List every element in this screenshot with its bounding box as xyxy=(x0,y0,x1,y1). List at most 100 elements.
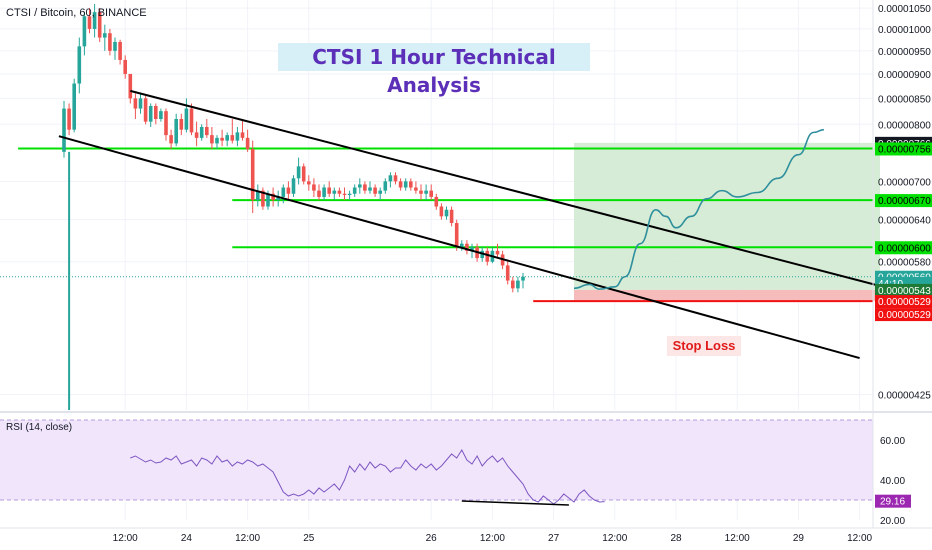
x-tick-label: 12:00 xyxy=(235,533,260,544)
candle-body xyxy=(368,187,372,191)
candle-body xyxy=(495,250,500,255)
candle-body xyxy=(291,178,296,194)
candle-body xyxy=(103,33,107,38)
rsi-tick-label: 60.00 xyxy=(880,436,905,447)
y-tick-label: 0.00000950 xyxy=(878,47,931,58)
y-tick-label: 0.00000640 xyxy=(878,216,931,227)
candle-body xyxy=(118,41,122,60)
candle-body xyxy=(439,206,444,217)
candle-body xyxy=(215,137,219,144)
candle-body xyxy=(516,280,520,289)
rsi-tick-label: 40.00 xyxy=(880,476,905,487)
candle-body xyxy=(128,73,133,99)
candle-body xyxy=(307,181,311,185)
x-tick-label: 12:00 xyxy=(602,533,627,544)
forecast-path xyxy=(573,128,824,290)
candle-body xyxy=(230,135,235,141)
candle-body xyxy=(465,243,469,251)
candle-body xyxy=(327,187,331,194)
candle-body xyxy=(87,16,92,29)
candle-body xyxy=(332,190,337,194)
rsi-tag-label: 29.16 xyxy=(880,497,905,508)
candle-body xyxy=(154,105,158,119)
candle-body xyxy=(179,118,184,130)
candle-body xyxy=(296,166,301,179)
y-tick-label: 0.00000900 xyxy=(878,70,931,81)
candle-body xyxy=(347,193,352,196)
candle-body xyxy=(67,108,71,130)
rsi-tag xyxy=(875,494,911,508)
target-zone xyxy=(574,142,880,290)
price-tag-label: 0.00000529 xyxy=(878,310,931,321)
candle-body xyxy=(358,184,362,188)
candle-body xyxy=(164,111,168,136)
x-tick-label: 24 xyxy=(181,533,193,544)
candle-body xyxy=(398,181,403,188)
candle-body xyxy=(460,243,464,248)
price-tag xyxy=(875,308,932,322)
candle-body xyxy=(454,223,459,248)
candle-body xyxy=(403,181,408,188)
candle-body xyxy=(148,105,153,122)
y-tick-label: 0.00000580 xyxy=(878,258,931,269)
candle-body xyxy=(189,108,194,133)
y-tick-label: 0.00001050 xyxy=(878,4,931,15)
candle-body xyxy=(245,137,250,150)
channel-line xyxy=(130,89,896,291)
candle-body xyxy=(194,132,199,138)
y-tick-label: 0.00000700 xyxy=(878,177,931,188)
candle-body xyxy=(210,135,214,144)
price-tag xyxy=(875,283,932,297)
x-tick-label: 29 xyxy=(793,533,805,544)
candle-body xyxy=(312,184,316,191)
stop-zone xyxy=(574,289,880,302)
x-tick-label: 28 xyxy=(670,533,682,544)
price-tag xyxy=(875,241,932,255)
candle-body xyxy=(92,12,97,29)
time-axis[interactable]: 12:00 24 12:00 25 26 12:00 27 12:00 28 12:00 29 12:… xyxy=(0,527,932,544)
candle-body xyxy=(505,265,510,281)
price-tag-label: 0.00000600 xyxy=(878,243,931,254)
candle-body xyxy=(449,209,454,224)
analysis-title: CTSI 1 Hour Technical Analysis xyxy=(278,43,590,97)
price-tag-label: 0.00000670 xyxy=(878,196,931,207)
candle-body xyxy=(261,190,265,207)
candle-body xyxy=(470,247,474,251)
stop-loss-label: Stop Loss xyxy=(667,336,741,356)
candle-body xyxy=(511,280,515,289)
rsi-tick-label: 20.00 xyxy=(880,516,905,527)
candle-body xyxy=(352,187,357,194)
candle-body xyxy=(434,196,439,207)
candle-body xyxy=(444,209,449,217)
x-tick-label: 12:00 xyxy=(847,533,872,544)
x-tick-label: 12:00 xyxy=(725,533,750,544)
y-tick-label: 0.00000800 xyxy=(878,120,931,131)
candle-body xyxy=(133,98,138,109)
channel-lines xyxy=(58,89,896,360)
candle-body xyxy=(485,250,490,262)
candle-body xyxy=(113,41,117,51)
price-tag xyxy=(875,295,932,309)
candle-body xyxy=(301,166,306,182)
candle-body xyxy=(414,187,418,191)
candle-body xyxy=(276,196,280,201)
rsi-line xyxy=(130,448,605,505)
candle-body xyxy=(174,118,178,144)
candle-body xyxy=(72,83,76,130)
candle-body xyxy=(342,193,347,196)
candle-body xyxy=(363,184,367,191)
price-tag xyxy=(875,194,932,208)
price-axis[interactable]: 0.00001050 0.00001000 0.00000950 0.00000900… xyxy=(872,0,932,528)
symbol-header: CTSI / Bitcoin, 60, BINANCE xyxy=(6,7,147,19)
candle-body xyxy=(266,193,270,207)
price-tag xyxy=(875,142,932,156)
candle-body xyxy=(123,59,127,74)
candle-body xyxy=(169,135,173,144)
candle-body xyxy=(419,190,423,194)
y-tick-label: 0.00001000 xyxy=(878,25,931,36)
candle-body xyxy=(429,190,433,197)
rsi-divergence-line xyxy=(461,500,569,506)
channel-line xyxy=(58,135,860,360)
candle-body xyxy=(235,132,240,141)
